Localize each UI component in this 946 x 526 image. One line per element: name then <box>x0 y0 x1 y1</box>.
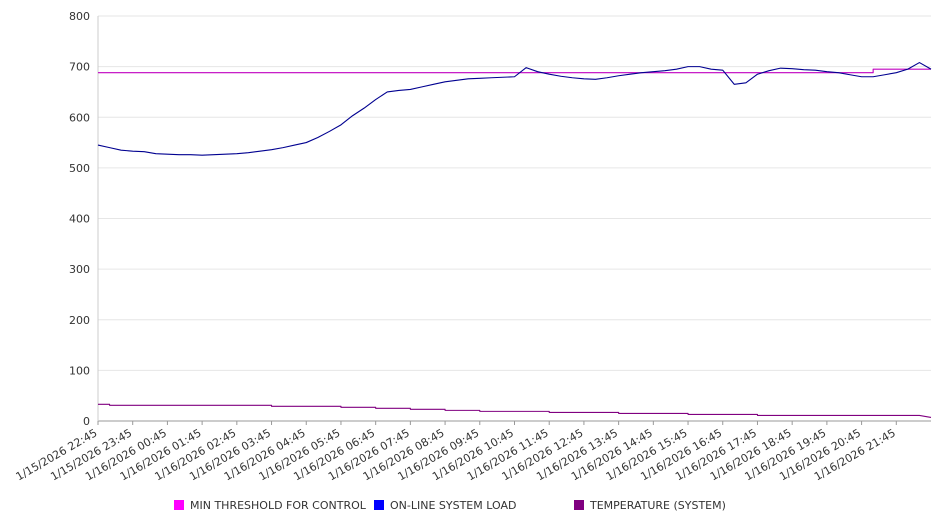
legend-swatch <box>574 500 584 510</box>
y-tick-label: 600 <box>69 111 90 124</box>
y-tick-label: 800 <box>69 10 90 23</box>
y-axis: 0 100 200 300 400 500 600 700 800 <box>69 10 99 428</box>
series-line-1 <box>97 62 932 156</box>
y-tick-label: 0 <box>83 415 90 428</box>
x-axis: 1/15/2026 22:451/15/2026 23:451/16/2026 … <box>14 421 898 483</box>
grid <box>98 15 931 422</box>
legend-label: TEMPERATURE (SYSTEM) <box>589 499 726 512</box>
y-tick-label: 100 <box>69 364 90 377</box>
legend: MIN THRESHOLD FOR CONTROL ON-LINE SYSTEM … <box>174 499 726 512</box>
legend-label: ON-LINE SYSTEM LOAD <box>390 499 516 512</box>
series-line-0 <box>98 68 931 74</box>
y-tick-label: 300 <box>69 263 90 276</box>
y-tick-label: 700 <box>69 61 90 74</box>
y-tick-label: 500 <box>69 162 90 175</box>
y-tick-label: 400 <box>69 213 90 226</box>
legend-swatch <box>374 500 384 510</box>
legend-label: MIN THRESHOLD FOR CONTROL <box>190 499 367 512</box>
legend-swatch <box>174 500 184 510</box>
y-tick-label: 200 <box>69 314 90 327</box>
series-line-2 <box>98 403 932 419</box>
series-lines <box>97 62 932 419</box>
